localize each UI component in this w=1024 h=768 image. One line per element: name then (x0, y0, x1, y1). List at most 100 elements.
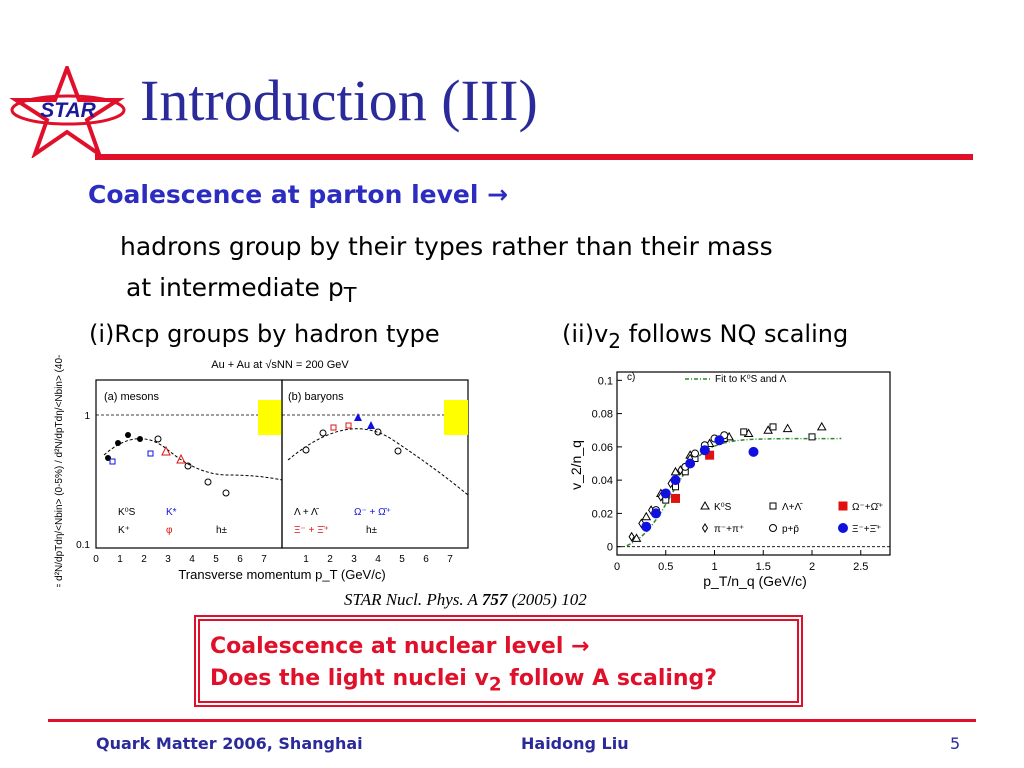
footer-author: Haidong Liu (521, 734, 629, 753)
svg-text:5: 5 (213, 554, 219, 565)
panel-a-markers (105, 432, 230, 497)
body-line-2-sub: T (343, 283, 357, 307)
rcp-ylabel: R_CP = d²N/dpTdη/<Nbin> (0-5%) / d²N/dpT… (54, 355, 65, 587)
question-box: Coalescence at nuclear level → Does the … (194, 615, 803, 707)
legend-a-4: φ (166, 525, 173, 536)
svg-text:1: 1 (117, 554, 123, 565)
footer-rule (48, 719, 976, 722)
box-line-1: Coalescence at nuclear level → (210, 631, 797, 663)
svg-text:2: 2 (327, 554, 333, 565)
x-tick-label-5: 2.5 (853, 561, 868, 573)
series-0-point-1 (641, 511, 652, 521)
svg-text:1: 1 (303, 554, 309, 565)
legend-b-2: Ω⁻ + Ω̄⁺ (354, 507, 391, 518)
svg-text:3: 3 (165, 554, 171, 565)
right-arrow-icon: → (487, 180, 509, 209)
svg-text:5: 5 (399, 554, 405, 565)
svg-text:7: 7 (261, 554, 267, 565)
series-0-point-9 (782, 423, 793, 433)
box-line-2-sub: 2 (488, 674, 502, 696)
rcp-figure: Au + Au at √sNN = 200 GeV R_CP = d²N/dpT… (54, 355, 469, 587)
legend-a-3: K⁺ (118, 525, 130, 536)
box-line-1-text: Coalescence at nuclear level (210, 634, 564, 659)
legend-marker-5 (838, 523, 848, 533)
svg-text:2: 2 (141, 554, 147, 565)
rcp-ytick-1: 1 (84, 411, 90, 422)
body-line-2-text: at intermediate p (126, 273, 344, 302)
left-figure-label: (i)Rcp groups by hadron type (89, 320, 440, 348)
legend-b-3: Ξ⁻ + Ξ̄⁺ (294, 525, 329, 536)
svg-text:6: 6 (423, 554, 429, 565)
title-underline (95, 154, 973, 160)
legend-marker-0 (700, 500, 710, 510)
series-1-point-7 (769, 423, 777, 431)
page-title: Introduction (III) (140, 68, 538, 133)
legend-a-1: K⁰S (118, 507, 136, 518)
citation: STAR Nucl. Phys. A 757 (2005) 102 (344, 590, 587, 610)
legend-b-1: Λ + Λ̄ (294, 507, 320, 518)
svg-text:0: 0 (93, 554, 99, 565)
right-figure-label: (ii)v2 follows NQ scaling (562, 320, 848, 353)
rcp-xticks: 0 1 2 3 4 5 6 7 1 2 3 4 5 6 7 (93, 554, 453, 565)
star-logo: STAR (9, 66, 126, 158)
fit-legend: Fit to K⁰S and Λ (715, 374, 787, 385)
series-0-point-3 (670, 466, 681, 476)
right-label-sub: 2 (608, 328, 621, 353)
citation-volume: 757 (481, 590, 508, 609)
question-box-inner: Coalescence at nuclear level → Does the … (198, 619, 799, 703)
rcp-ytick-2: 0.1 (76, 540, 90, 551)
chart-ylabel: v_2/n_q (568, 440, 584, 490)
x-tick-label-1: 0.5 (658, 561, 673, 573)
series-1-point-8 (808, 433, 816, 441)
panel-b-markers (302, 413, 402, 455)
box-line-2: Does the light nuclei v2 follow A scalin… (210, 663, 797, 701)
legend-marker-3 (701, 523, 709, 533)
legend-label-2: Ω⁻+Ω̄⁺ (852, 502, 883, 513)
page-number: 5 (950, 734, 961, 753)
legend-label-0: K⁰S (714, 502, 732, 513)
citation-suffix: (2005) 102 (507, 590, 587, 609)
chart-panel-label: c) (627, 372, 635, 383)
svg-text:4: 4 (375, 554, 381, 565)
series-5-point-6 (714, 435, 725, 446)
panel-a: (a) mesons K⁰S K* K⁺ φ h± (95, 379, 283, 549)
rcp-xlabel: Transverse momentum p_T (GeV/c) (178, 567, 385, 582)
series-0-point-10 (816, 421, 827, 431)
right-arrow-icon: → (571, 634, 590, 659)
y-tick-label-2: 0.04 (592, 475, 613, 487)
legend-label-4: p+p̄ (782, 524, 799, 535)
legend-label-3: π⁻+π⁺ (714, 524, 744, 535)
series-5-point-7 (748, 446, 759, 457)
footer-conference: Quark Matter 2006, Shanghai (96, 734, 363, 753)
series-5-point-4 (685, 458, 696, 469)
y-tick-label-0: 0 (607, 542, 613, 554)
series-0-point-0 (631, 533, 642, 542)
heading-text: Coalescence at parton level (88, 180, 479, 209)
series-5-point-5 (699, 445, 710, 456)
citation-prefix: STAR Nucl. Phys. A (344, 590, 482, 609)
y-tick-label-3: 0.06 (592, 442, 613, 454)
y-tick-label-1: 0.02 (592, 508, 613, 520)
panel-a-label: (a) mesons (104, 391, 160, 403)
svg-text:6: 6 (237, 554, 243, 565)
legend-a-5: h± (216, 525, 228, 536)
series-4-point-4 (691, 449, 699, 458)
svg-text:3: 3 (351, 554, 357, 565)
x-tick-label-4: 2 (809, 561, 815, 573)
body-line-1: hadrons group by their types rather than… (120, 232, 773, 261)
series-5-point-1 (651, 508, 661, 519)
y-tick-label-4: 0.08 (592, 409, 613, 421)
legend-marker-2 (838, 501, 848, 511)
rcp-top-title: Au + Au at √sNN = 200 GeV (211, 359, 349, 371)
box-line-2-prefix: Does the light nuclei v (210, 666, 489, 691)
chart-xlabel: p_T/n_q (GeV/c) (703, 573, 807, 589)
y-tick-label-5: 0.1 (598, 375, 613, 387)
x-tick-label-3: 1.5 (756, 561, 771, 573)
legend-a-2: K* (166, 507, 177, 518)
series-3-point-0 (628, 531, 635, 542)
svg-text:4: 4 (189, 554, 195, 565)
series-2-point-0 (671, 493, 680, 503)
legend-label-5: Ξ⁻+Ξ̄⁺ (852, 524, 881, 535)
series-5-point-3 (670, 475, 681, 486)
series-5-point-2 (660, 488, 671, 499)
